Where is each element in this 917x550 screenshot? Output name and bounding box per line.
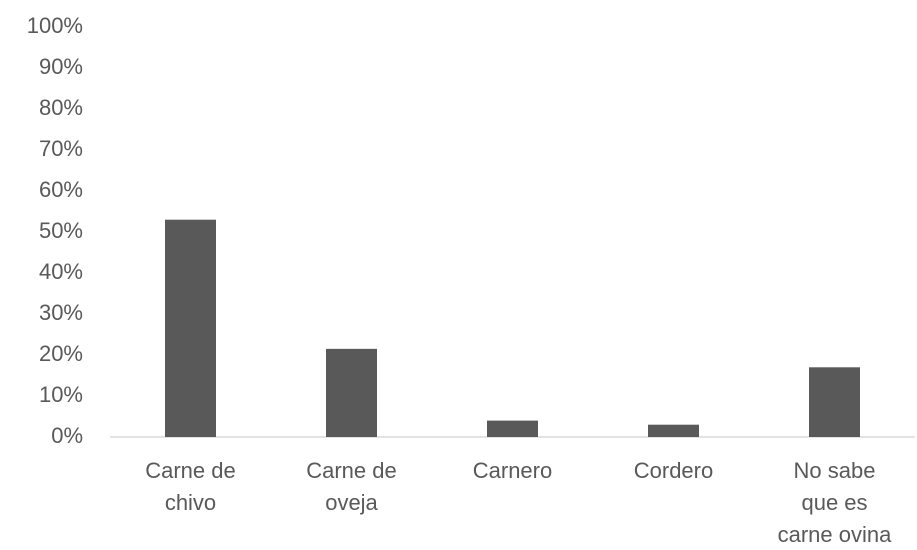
y-tick-label: 30% [39,300,83,325]
x-tick-label: Carne de oveja [306,458,397,515]
y-tick-label: 100% [27,13,83,38]
x-tick-label: Carnero [472,458,553,483]
x-tick-label: Carne de chivo [145,458,236,515]
bar [809,367,860,437]
y-tick-label: 40% [39,259,83,284]
bar [487,420,538,437]
x-tick-label: Cordero [633,458,714,483]
y-tick-label: 90% [39,54,83,79]
bar [326,348,377,437]
y-tick-label: 50% [39,218,83,243]
y-tick-label: 0% [51,423,83,448]
y-tick-label: 20% [39,341,83,366]
y-tick-label: 10% [39,382,83,407]
bar [165,219,216,437]
y-tick-label: 80% [39,95,83,120]
bar [648,424,699,437]
y-tick-label: 60% [39,177,83,202]
y-tick-label: 70% [39,136,83,161]
x-tick-label: No sabe que es carne ovina [777,458,892,547]
